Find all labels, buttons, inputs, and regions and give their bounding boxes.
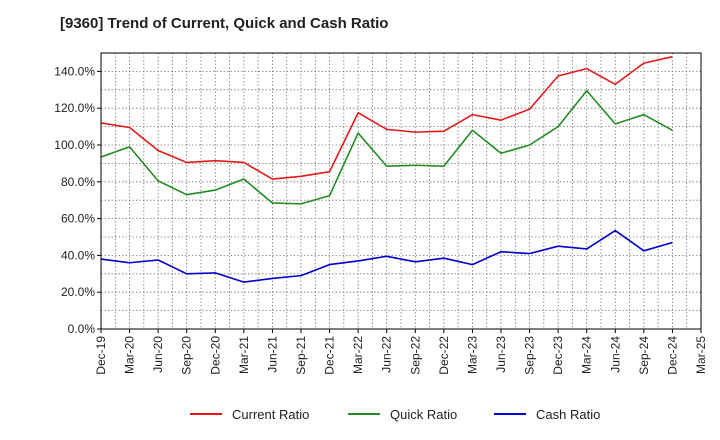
y-tick-label: 20.0% (61, 285, 95, 299)
x-tick-label: Jun-22 (380, 336, 394, 373)
series-line-quick-ratio (100, 89, 673, 205)
y-tick-label: 100.0% (54, 138, 95, 152)
x-tick-label: Mar-25 (694, 336, 708, 374)
x-tick-label: Jun-23 (494, 336, 508, 373)
legend-label-current-ratio: Current Ratio (232, 407, 309, 422)
y-tick-label: 120.0% (54, 101, 95, 115)
series-group (100, 55, 673, 283)
x-tick-label: Mar-24 (580, 336, 594, 374)
legend-label-cash-ratio: Cash Ratio (536, 407, 600, 422)
x-tick-label: Dec-21 (323, 336, 337, 375)
y-tick-label: 60.0% (61, 212, 95, 226)
y-tick-label: 0.0% (68, 322, 96, 336)
x-axis: Dec-19 Mar-20 Jun-20 Sep-20 Dec-20 Mar-21 Jun-… (94, 329, 708, 375)
x-tick-label: Mar-23 (465, 336, 479, 374)
series-line-current-ratio (100, 55, 673, 180)
x-tick-label: Jun-20 (151, 336, 165, 373)
x-tick-label: Jun-24 (608, 336, 622, 373)
x-tick-label: Jun-21 (265, 336, 279, 373)
x-tick-label: Dec-19 (94, 336, 108, 375)
chart-title: [9360] Trend of Current, Quick and Cash … (60, 15, 388, 32)
grid (101, 53, 701, 329)
y-axis: 0.0% 20.0% 40.0% 60.0% 80.0% 100.0% 120.0% 140.… (54, 64, 101, 336)
x-tick-label: Mar-21 (237, 336, 251, 374)
x-tick-label: Dec-22 (437, 336, 451, 375)
y-tick-label: 140.0% (54, 64, 95, 78)
x-tick-label: Sep-21 (294, 336, 308, 375)
series-line-cash-ratio (100, 229, 673, 283)
y-tick-label: 80.0% (61, 175, 95, 189)
x-tick-label: Sep-20 (180, 336, 194, 375)
x-tick-label: Dec-24 (665, 336, 679, 375)
x-tick-label: Sep-22 (408, 336, 422, 375)
x-tick-label: Dec-23 (551, 336, 565, 375)
y-tick-label: 40.0% (61, 248, 95, 262)
legend-label-quick-ratio: Quick Ratio (390, 407, 457, 422)
plot-frame (100, 52, 702, 330)
x-tick-label: Mar-20 (123, 336, 137, 374)
x-tick-label: Dec-20 (208, 336, 222, 375)
x-tick-label: Sep-23 (523, 336, 537, 375)
legend: Current Ratio Quick Ratio Cash Ratio (190, 407, 600, 422)
x-tick-label: Mar-22 (351, 336, 365, 374)
x-tick-label: Sep-24 (637, 336, 651, 375)
